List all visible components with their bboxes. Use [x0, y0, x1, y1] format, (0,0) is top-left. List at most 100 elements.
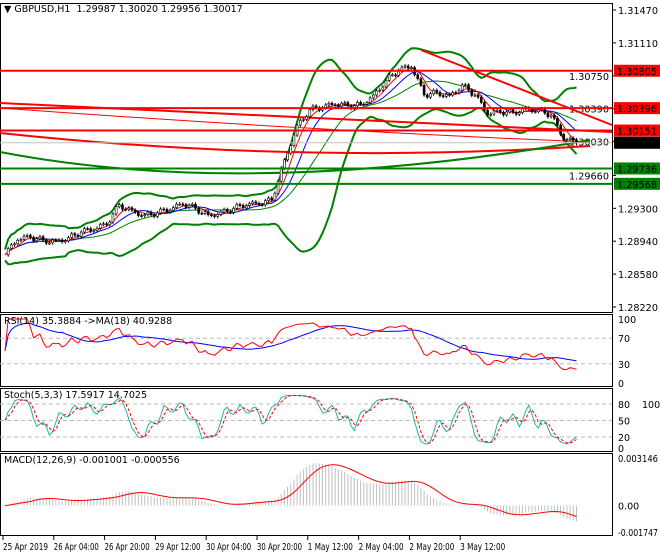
candle-body: [32, 237, 35, 242]
candle-body: [454, 92, 458, 94]
price-tick-label: 1.28220: [618, 303, 658, 314]
price-tick-label-bg: [568, 69, 610, 81]
candle-body: [492, 110, 496, 115]
candle-body: [98, 224, 102, 229]
candle-body: [149, 211, 153, 216]
candle-body: [95, 227, 99, 231]
candle-body: [514, 112, 518, 115]
candle-body: [178, 203, 181, 206]
candle-body: [111, 213, 115, 223]
candle-body: [406, 65, 410, 69]
candle-body: [184, 204, 188, 208]
candle-body: [245, 205, 248, 209]
candle-body: [118, 204, 121, 207]
candle-body: [203, 211, 207, 214]
candle-body: [232, 208, 235, 213]
candle-body: [156, 212, 159, 217]
level-price-tag: [614, 102, 660, 115]
candle-body: [76, 234, 80, 237]
symbol-label: GBPUSD,H1: [14, 4, 71, 15]
candle-body: [200, 212, 204, 215]
candle-body: [127, 207, 131, 210]
candle-body: [57, 239, 61, 242]
candle-body: [425, 94, 429, 98]
price-tick-label: 1.28580: [618, 270, 658, 281]
candle-body: [279, 167, 283, 182]
candle-body: [419, 78, 423, 86]
candle-body: [175, 203, 178, 208]
candle-body: [568, 137, 572, 140]
candle-body: [270, 197, 274, 201]
ohlc-label: 1.29987 1.30020 1.29956 1.30017: [76, 4, 243, 15]
candle-body: [502, 112, 505, 116]
candle-body: [105, 223, 108, 226]
dropdown-triangle-icon[interactable]: ▼: [4, 4, 15, 15]
trendline-red-curve: [0, 132, 591, 155]
stoch-tick-label: 80: [618, 400, 630, 411]
candle-body: [346, 102, 350, 107]
candle-body: [13, 243, 16, 246]
price-tick-label: 1.30750: [569, 72, 609, 83]
candle-body: [429, 93, 432, 98]
candle-body: [267, 197, 270, 201]
price-tick-label: 1.28940: [618, 237, 658, 248]
candle-body: [146, 211, 150, 216]
candle-body: [257, 203, 261, 205]
candle-body: [260, 204, 264, 206]
candle-body: [479, 96, 483, 103]
rsi-panel-border: [0, 314, 613, 387]
candle-body: [197, 208, 200, 214]
candle-body: [38, 236, 42, 240]
candle-body: [298, 119, 302, 126]
candle-body: [10, 244, 13, 249]
candle-body: [451, 92, 454, 96]
candle-body: [264, 200, 267, 206]
chart-header: ▼ GBPUSD,H1 1.29987 1.30020 1.29956 1.30…: [4, 4, 243, 15]
candle-body: [308, 109, 312, 117]
candle-body: [546, 112, 550, 118]
macd-tick-label: 0.00: [618, 502, 639, 513]
candle-body: [162, 208, 166, 211]
candle-body: [470, 89, 474, 96]
candle-body: [486, 109, 489, 116]
candle-body: [235, 204, 239, 209]
time-tick-label: 30 Apr 04:00: [206, 542, 251, 553]
candle-body: [333, 104, 337, 107]
trendline-red-descending: [420, 49, 613, 126]
rsi-ma-line: [4, 322, 577, 362]
macd-signal-line: [4, 464, 577, 517]
price-tick-label-bg: [568, 169, 610, 181]
candle-body: [432, 89, 435, 95]
level-price-label: 1.30396: [617, 104, 657, 115]
candle-body: [445, 94, 448, 97]
candle-body: [289, 145, 293, 154]
candle-body: [489, 113, 493, 116]
candle-body: [410, 67, 413, 69]
candle-body: [16, 239, 20, 245]
candle-body: [327, 102, 331, 106]
candle-body: [416, 74, 420, 79]
candle-body: [216, 214, 220, 217]
candle-body: [251, 201, 254, 204]
candle-body: [137, 211, 140, 216]
candle-body: [340, 102, 343, 107]
candle-body: [365, 102, 369, 105]
price-tick-label: 1.30390: [569, 105, 609, 116]
candle-body: [121, 204, 124, 210]
candle-body: [181, 203, 185, 206]
candle-body: [79, 231, 83, 237]
price-tick-label: 1.29300: [618, 204, 658, 215]
level-price-label: 1.29736: [617, 164, 657, 175]
candle-body: [102, 223, 105, 226]
candle-body: [518, 112, 521, 115]
candle-body: [6, 248, 10, 256]
rsi-tick-label: 70: [618, 334, 630, 345]
candle-body: [86, 228, 89, 230]
candle-body: [533, 111, 537, 113]
candle-body: [495, 110, 499, 112]
candle-body: [187, 204, 191, 208]
candle-body: [191, 203, 194, 206]
candle-body: [73, 233, 77, 236]
